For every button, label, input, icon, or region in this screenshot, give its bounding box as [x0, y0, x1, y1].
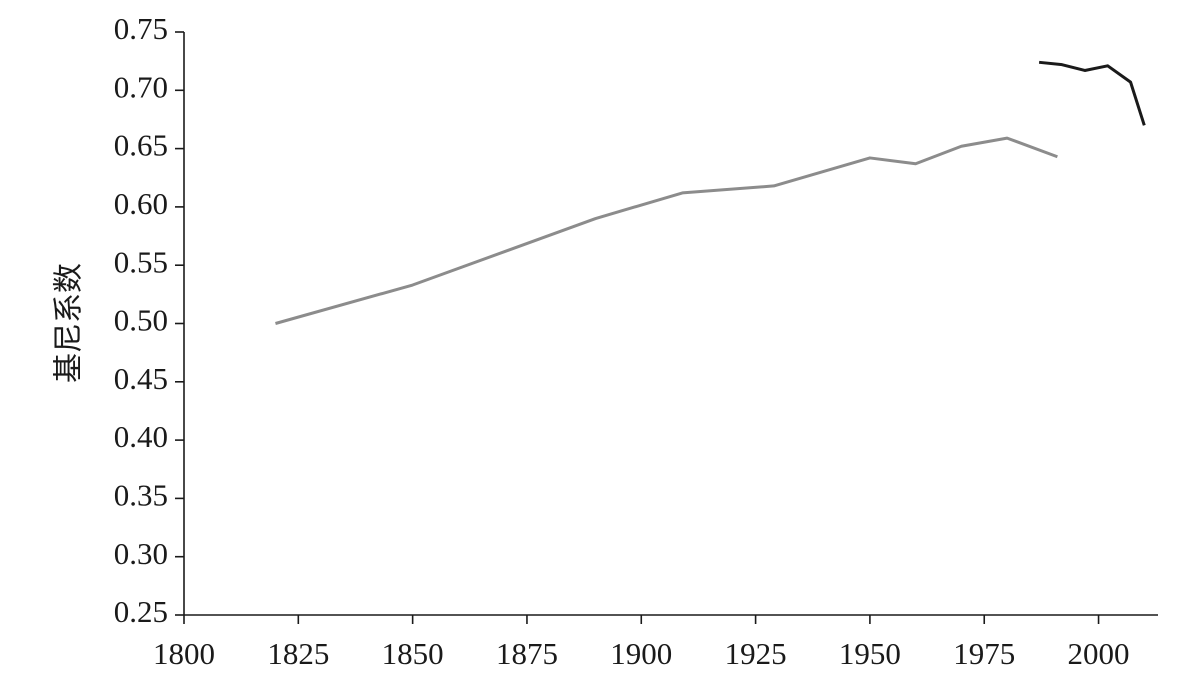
y-tick-label: 0.30 [114, 536, 168, 571]
x-tick-label: 1975 [953, 636, 1015, 671]
line-series [1038, 60, 1146, 126]
x-tick-label: 1925 [725, 636, 787, 671]
y-tick-label: 0.45 [114, 361, 168, 396]
y-tick-label: 0.70 [114, 69, 168, 104]
y-tick-label: 0.65 [114, 128, 168, 163]
y-tick-label: 0.40 [114, 419, 168, 454]
x-tick-label: 1850 [382, 636, 444, 671]
y-axis-label: 基尼系数 [52, 263, 87, 383]
x-tick-label: 1900 [610, 636, 672, 671]
x-tick-label: 1950 [839, 636, 901, 671]
y-tick-label: 0.50 [114, 303, 168, 338]
x-tick-label: 1875 [496, 636, 558, 671]
y-tick-label: 0.60 [114, 186, 168, 221]
x-tick-label: 1825 [267, 636, 329, 671]
line-series [275, 136, 1058, 325]
x-tick-label: 1800 [153, 636, 215, 671]
y-tick-label: 0.55 [114, 244, 168, 279]
y-tick-label: 0.35 [114, 478, 168, 513]
y-tick-label: 0.75 [114, 11, 168, 46]
y-tick-label: 0.25 [114, 594, 168, 629]
x-tick-label: 2000 [1068, 636, 1130, 671]
